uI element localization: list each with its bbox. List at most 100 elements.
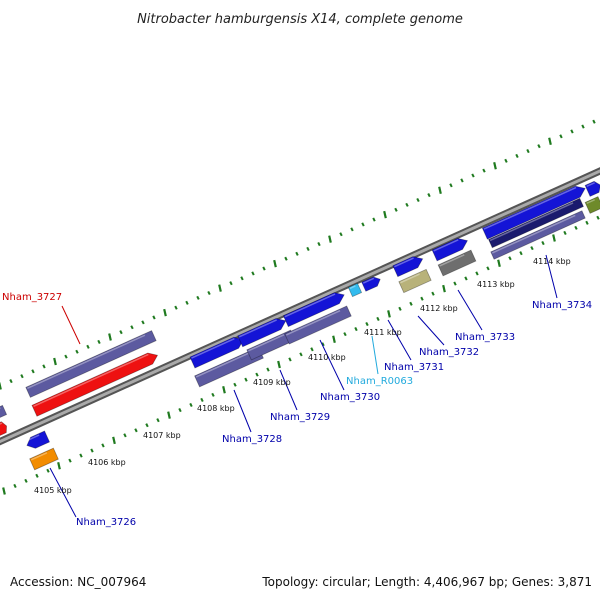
tick-mark [288, 357, 292, 362]
tick-mark [0, 382, 2, 390]
tick-mark [152, 315, 156, 320]
tick-mark [504, 158, 508, 163]
tick-mark [251, 271, 255, 276]
tick-mark [262, 266, 266, 271]
gene-label-nham-3728[interactable]: Nham_3728 [222, 434, 282, 445]
tick-mark [585, 220, 589, 225]
tick-mark [537, 144, 541, 149]
tick-mark [20, 374, 24, 379]
tick-mark [361, 222, 365, 227]
scale-label: 4109 kbp [253, 378, 291, 387]
gene-label-nham-3730[interactable]: Nham_3730 [320, 392, 380, 403]
gene-upper-h[interactable] [584, 180, 600, 197]
scale-label: 4112 kbp [420, 304, 458, 313]
gene-nham-3734[interactable] [490, 210, 586, 260]
tick-mark [35, 473, 39, 478]
leader-nham-3732 [417, 315, 445, 346]
tick-mark [174, 305, 178, 310]
gene-upper-g[interactable] [481, 183, 587, 240]
gene-label-nham-3734[interactable]: Nham_3734 [532, 300, 592, 311]
gene-nham-3730[interactable] [284, 305, 352, 345]
gene-nham-3727[interactable] [31, 350, 160, 417]
gene-upper-b[interactable] [237, 315, 289, 348]
tick-mark [167, 411, 171, 419]
gene-upper-d[interactable] [361, 275, 383, 292]
gene-upper-a[interactable] [189, 334, 246, 369]
tick-mark [306, 246, 310, 251]
gene-label-nham-3732[interactable]: Nham_3732 [419, 347, 479, 358]
tick-mark [328, 235, 332, 243]
gene-label-nham-3733[interactable]: Nham_3733 [455, 332, 515, 343]
tick-mark [284, 256, 288, 261]
tick-mark [343, 332, 347, 337]
tick-mark [178, 407, 182, 413]
genome-summary-text: Topology: circular; Length: 4,406,967 bp… [261, 575, 592, 589]
gene-upper-c[interactable] [282, 289, 346, 328]
map-title: Nitrobacter hamburgensis X14, complete g… [137, 12, 463, 27]
gene-nham-3728[interactable] [194, 346, 264, 388]
gene-nham-3726[interactable] [29, 447, 59, 471]
tick-mark [156, 418, 160, 423]
gene-lower-edge[interactable] [584, 196, 600, 214]
tick-mark [46, 468, 50, 473]
gene-nham-3732[interactable] [437, 249, 477, 277]
tick-mark [196, 295, 200, 300]
tick-mark [211, 392, 215, 397]
gene-label-nham-3729[interactable]: Nham_3729 [270, 412, 330, 423]
gene-nham-3733[interactable] [488, 197, 584, 249]
tick-mark [119, 330, 123, 335]
tick-mark [596, 215, 600, 220]
gene-edge-left[interactable] [0, 420, 9, 437]
tick-mark [42, 364, 46, 369]
tick-mark [244, 377, 248, 382]
tick-mark [295, 251, 299, 256]
gene-labels: Nham_3727 Nham_3726 Nham_3728 Nham_3729 … [2, 292, 592, 528]
gene-nham-3727-upper[interactable] [25, 330, 157, 398]
scale-labels: 4105 kbp 4106 kbp 4107 kbp 4108 kbp 4109… [34, 257, 571, 495]
tick-mark [515, 153, 519, 158]
tick-mark [273, 259, 277, 268]
tick-mark [570, 129, 574, 134]
tick-mark [79, 453, 83, 458]
tick-mark [53, 357, 57, 366]
gene-nham-3731[interactable] [398, 268, 432, 294]
tick-mark [449, 183, 453, 188]
tick-mark [387, 310, 391, 318]
gene-label-nham-3727[interactable]: Nham_3727 [2, 292, 62, 303]
tick-mark [207, 290, 211, 296]
gene-upper-f[interactable] [431, 235, 470, 262]
tick-mark [189, 402, 193, 408]
tick-mark [442, 284, 446, 293]
tick-mark [486, 266, 490, 271]
scale-label: 4107 kbp [143, 431, 181, 440]
gene-label-nham-r0063[interactable]: Nham_R0063 [346, 376, 413, 387]
tick-mark [427, 193, 431, 198]
scale-label: 4106 kbp [88, 458, 126, 467]
tick-mark [552, 234, 556, 242]
tick-mark [108, 333, 112, 341]
tick-mark [2, 487, 6, 495]
tick-mark [453, 281, 457, 286]
tick-mark [365, 321, 369, 327]
tick-mark [97, 339, 101, 344]
tick-mark [9, 379, 13, 384]
scale-label: 4108 kbp [197, 404, 235, 413]
scale-label: 4110 kbp [308, 353, 346, 362]
tick-mark [508, 256, 512, 261]
tick-mark [200, 397, 204, 402]
tick-mark [548, 137, 552, 145]
gene-label-nham-3731[interactable]: Nham_3731 [384, 362, 444, 373]
tick-mark [438, 186, 442, 194]
tick-mark [112, 436, 116, 445]
gene-edge-left-2[interactable] [0, 404, 8, 420]
gene-label-nham-3726[interactable]: Nham_3726 [76, 517, 136, 528]
tick-mark [299, 352, 303, 357]
scale-label: 4111 kbp [364, 328, 402, 337]
leader-nham-3730 [319, 339, 345, 391]
gene-upper-e[interactable] [392, 253, 425, 278]
tick-mark [581, 124, 585, 129]
leader-nham-3726 [49, 467, 77, 518]
gene-lower-left[interactable] [25, 430, 51, 451]
gene-nham-r0063[interactable] [347, 282, 363, 298]
